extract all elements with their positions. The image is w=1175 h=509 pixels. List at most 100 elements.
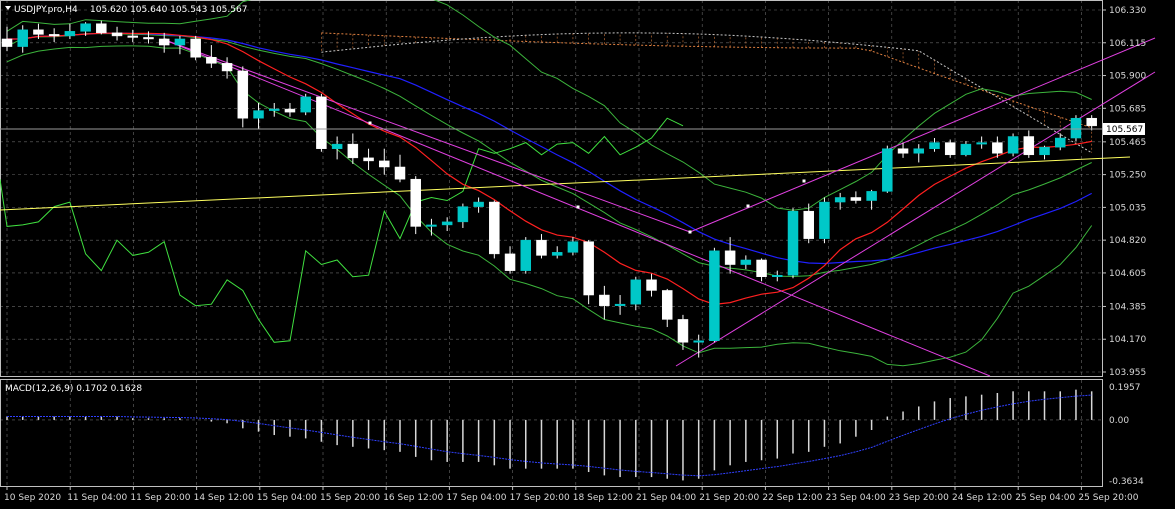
candle: [158, 32, 170, 53]
trendlines[interactable]: [0, 37, 1156, 377]
candle-body: [1039, 146, 1050, 156]
candles: [1, 20, 1097, 358]
candle: [316, 93, 327, 152]
moving-averages: [7, 32, 1092, 306]
candle-body: [268, 108, 280, 111]
candle-body: [253, 110, 264, 119]
macd-pane-frame: [0, 379, 1103, 487]
candle: [992, 136, 1003, 158]
time-tick-label: 18 Sep 12:00: [573, 493, 633, 503]
candle: [504, 246, 516, 274]
candle: [300, 93, 311, 116]
bollinger-lower: [6, 45, 1093, 367]
candle: [284, 102, 296, 117]
candle-body: [190, 38, 201, 58]
time-tick-label: 17 Sep 04:00: [446, 493, 506, 503]
candle-body: [819, 201, 830, 239]
candle: [48, 28, 60, 43]
candle: [787, 208, 799, 279]
candle-body: [976, 142, 987, 145]
macd-tick-label: 0.1957: [1109, 383, 1141, 393]
candle: [897, 142, 909, 158]
time-tick-label: 21 Sep 20:00: [699, 493, 759, 503]
candle: [772, 270, 783, 282]
candle-body: [237, 70, 249, 119]
candle: [190, 35, 201, 61]
candle-body: [206, 57, 217, 64]
ichimoku-cloud: [321, 32, 1093, 154]
menu-triangle-icon[interactable]: [5, 6, 11, 10]
trendline-anchor[interactable]: [688, 230, 692, 234]
candle: [426, 218, 437, 236]
trendline-up-upper[interactable]: [689, 37, 1156, 233]
candle-body: [158, 38, 170, 46]
macd-histogram: [6, 389, 1093, 481]
macd-signal: [7, 394, 1092, 477]
candle: [1070, 115, 1082, 142]
price-tick-label: 104.820: [1109, 236, 1146, 246]
candle-body: [127, 35, 139, 38]
time-tick-label: 25 Sep 20:00: [1078, 493, 1138, 503]
candle-body: [677, 319, 689, 343]
candle: [127, 29, 139, 43]
time-axis: 10 Sep 2020 11 Sep 04:00 11 Sep 20:00 14 Se…: [4, 486, 1139, 503]
candle-body: [599, 294, 610, 306]
price-tick-label: 106.330: [1109, 6, 1146, 16]
time-tick-label: 24 Sep 12:00: [952, 493, 1012, 503]
candle-body: [48, 34, 60, 37]
time-tick-label: 21 Sep 04:00: [636, 493, 696, 503]
macd-signal-line: [7, 394, 1092, 477]
candle: [913, 144, 925, 163]
candle-body: [441, 221, 453, 226]
time-tick-label: 14 Sep 12:00: [194, 493, 254, 503]
candle: [709, 247, 720, 343]
candle-body: [111, 32, 123, 37]
trendline-anchor[interactable]: [802, 179, 806, 183]
candle-body: [504, 253, 516, 271]
macd-tick-label: -0.3634: [1109, 477, 1144, 487]
candle: [740, 255, 752, 270]
candle-body: [520, 239, 532, 271]
candle: [944, 139, 956, 158]
candle-body: [1023, 136, 1035, 156]
trendline-anchor[interactable]: [746, 204, 750, 208]
candle-body: [64, 31, 76, 37]
candle-body: [347, 143, 359, 159]
candle: [1086, 115, 1097, 131]
candle: [520, 237, 532, 274]
time-tick-label: 23 Sep 04:00: [826, 493, 886, 503]
candle-body: [363, 157, 374, 162]
candle: [834, 192, 846, 210]
candle: [1054, 133, 1066, 151]
price-tick-label: 105.250: [1109, 171, 1146, 181]
candle: [347, 133, 359, 164]
candle-body: [536, 239, 547, 256]
price-pane[interactable]: 106.330 106.115 105.900 105.685 105.465 105.2…: [0, 0, 1156, 378]
candle-body: [724, 250, 736, 265]
ohlc-readout: 105.620 105.640 105.543 105.567: [90, 5, 247, 15]
trendline-yellow[interactable]: [0, 156, 1131, 211]
candle: [756, 258, 767, 282]
bollinger-upper: [6, 0, 1092, 211]
candle: [693, 334, 704, 358]
candle: [394, 154, 406, 183]
trendline-anchor[interactable]: [576, 205, 580, 209]
macd-pane[interactable]: MACD(12,26,9) 0.1702 0.1628 0.1957 0.00 -0…: [0, 379, 1144, 488]
candle: [64, 23, 76, 39]
candle-body: [33, 29, 44, 35]
candle: [253, 102, 264, 129]
macd-axis: 0.1957 0.00 -0.3634: [1109, 383, 1144, 487]
candle: [850, 191, 862, 204]
time-tick-label: 15 Sep 04:00: [257, 493, 317, 503]
price-tick-label: 104.385: [1109, 302, 1146, 312]
candle: [1, 26, 13, 52]
candle-body: [803, 210, 814, 239]
trendline-anchor[interactable]: [368, 121, 372, 125]
bollinger-middle: [6, 32, 1092, 278]
time-tick-label: 11 Sep 20:00: [130, 493, 190, 503]
candle: [143, 31, 154, 44]
candle: [567, 237, 579, 256]
time-tick-label: 25 Sep 04:00: [1015, 493, 1075, 503]
trendline-down[interactable]: [164, 39, 691, 233]
